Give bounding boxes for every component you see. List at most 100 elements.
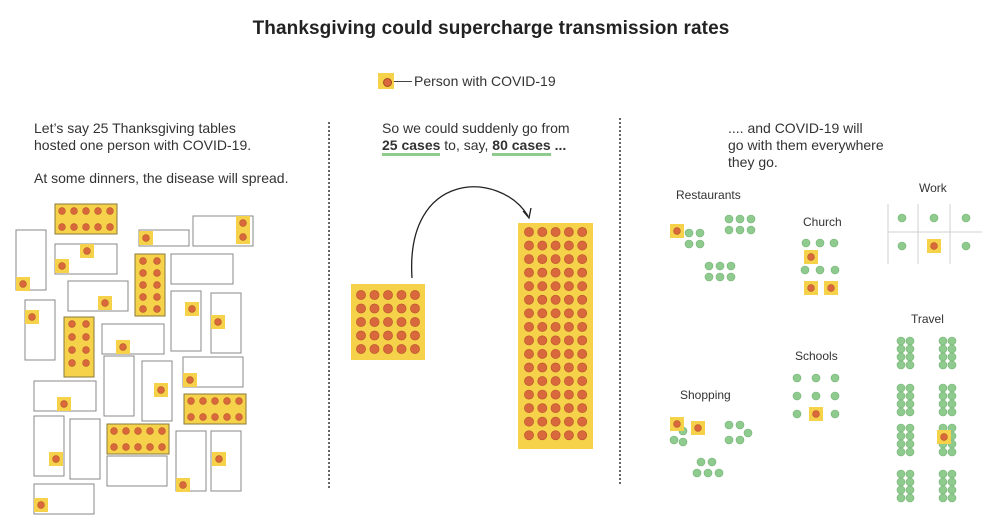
divider-left	[328, 122, 330, 488]
dinner-table	[24, 299, 56, 361]
infected-dot	[60, 400, 68, 408]
healthy-person	[714, 468, 724, 478]
case-dot	[564, 389, 574, 400]
healthy-person	[938, 447, 948, 457]
case-dot	[577, 254, 588, 264]
infected-dot	[223, 413, 231, 421]
healthy-person	[800, 265, 810, 275]
case-dot	[550, 321, 561, 332]
case-dot	[537, 416, 548, 427]
healthy-person	[929, 213, 939, 223]
healthy-person	[947, 383, 957, 393]
infected-dot	[82, 320, 90, 328]
healthy-person	[726, 272, 736, 282]
case-dot	[564, 267, 574, 278]
infected-dot	[122, 443, 130, 451]
infected-person-dot	[807, 253, 815, 261]
healthy-person	[938, 469, 948, 479]
case-dot	[537, 321, 548, 332]
healthy-person	[896, 447, 906, 457]
healthy-person	[692, 468, 702, 478]
healthy-person	[905, 360, 915, 370]
infected-dot	[82, 223, 90, 231]
infected-dot	[106, 223, 114, 231]
case-dot	[577, 389, 588, 400]
healthy-person	[947, 399, 957, 409]
healthy-person	[896, 493, 906, 503]
infected-dot	[235, 413, 243, 421]
case-dot	[564, 294, 574, 305]
infected-dot	[110, 427, 118, 435]
case-dot	[564, 321, 574, 332]
case-dot	[564, 376, 574, 386]
case-dot	[564, 335, 574, 346]
healthy-person	[830, 391, 840, 401]
case-dot	[537, 240, 548, 251]
healthy-person	[938, 477, 948, 487]
case-dot	[564, 349, 574, 359]
case-dot	[524, 227, 534, 237]
infected-dot	[82, 333, 90, 341]
restaurants-label: Restaurants	[676, 188, 741, 202]
healthy-person	[896, 439, 906, 449]
healthy-person	[669, 435, 679, 445]
infected-dot	[110, 443, 118, 451]
healthy-person	[715, 261, 725, 271]
schools-label: Schools	[795, 349, 838, 363]
infected-dot	[153, 269, 161, 277]
case-dot	[550, 416, 561, 427]
case-dot	[524, 430, 534, 441]
healthy-person	[947, 477, 957, 487]
healthy-person	[905, 447, 915, 457]
healthy-person	[938, 352, 948, 362]
healthy-person	[684, 228, 694, 238]
panel2-mid: to, say,	[440, 137, 493, 153]
infected-dot	[68, 333, 76, 341]
infected-dot	[153, 293, 161, 301]
healthy-person	[905, 469, 915, 479]
case-dot	[577, 321, 588, 332]
case-dot	[537, 389, 548, 400]
case-dot	[524, 321, 534, 332]
healthy-person	[938, 391, 948, 401]
healthy-person	[938, 493, 948, 503]
case-dot	[550, 403, 561, 414]
infected-dot	[134, 427, 142, 435]
infected-dot	[94, 207, 102, 215]
growth-arrow	[411, 186, 529, 279]
case-dot	[550, 308, 561, 319]
panel1-text: Let’s say 25 Thanksgiving tables hosted …	[34, 120, 288, 187]
healthy-person	[896, 423, 906, 433]
infected-dot	[139, 257, 147, 265]
healthy-person	[961, 241, 971, 251]
case-dot	[369, 344, 380, 354]
case-dot	[524, 403, 534, 414]
healthy-person	[947, 391, 957, 401]
case-dot	[537, 403, 548, 414]
case-dot	[410, 344, 420, 354]
healthy-person	[746, 225, 756, 235]
case-dot	[577, 362, 588, 373]
case-dot	[577, 227, 588, 237]
healthy-person	[938, 383, 948, 393]
cases-before: 25 cases	[382, 137, 441, 156]
case-dot	[564, 281, 574, 292]
infected-dot	[146, 427, 154, 435]
healthy-person	[905, 399, 915, 409]
healthy-person	[896, 477, 906, 487]
infected-dot	[188, 305, 196, 313]
case-dot	[537, 349, 548, 359]
case-dot	[564, 254, 574, 264]
healthy-person	[896, 383, 906, 393]
dinner-table	[33, 415, 65, 477]
case-dot	[550, 267, 561, 278]
healthy-person	[724, 435, 734, 445]
healthy-person	[947, 360, 957, 370]
healthy-person	[947, 352, 957, 362]
infected-person-dot	[673, 227, 681, 235]
case-dot	[537, 362, 548, 373]
panel3-line1: .... and COVID-19 will	[728, 120, 863, 136]
case-dot	[383, 317, 393, 327]
case-dot	[356, 344, 366, 354]
